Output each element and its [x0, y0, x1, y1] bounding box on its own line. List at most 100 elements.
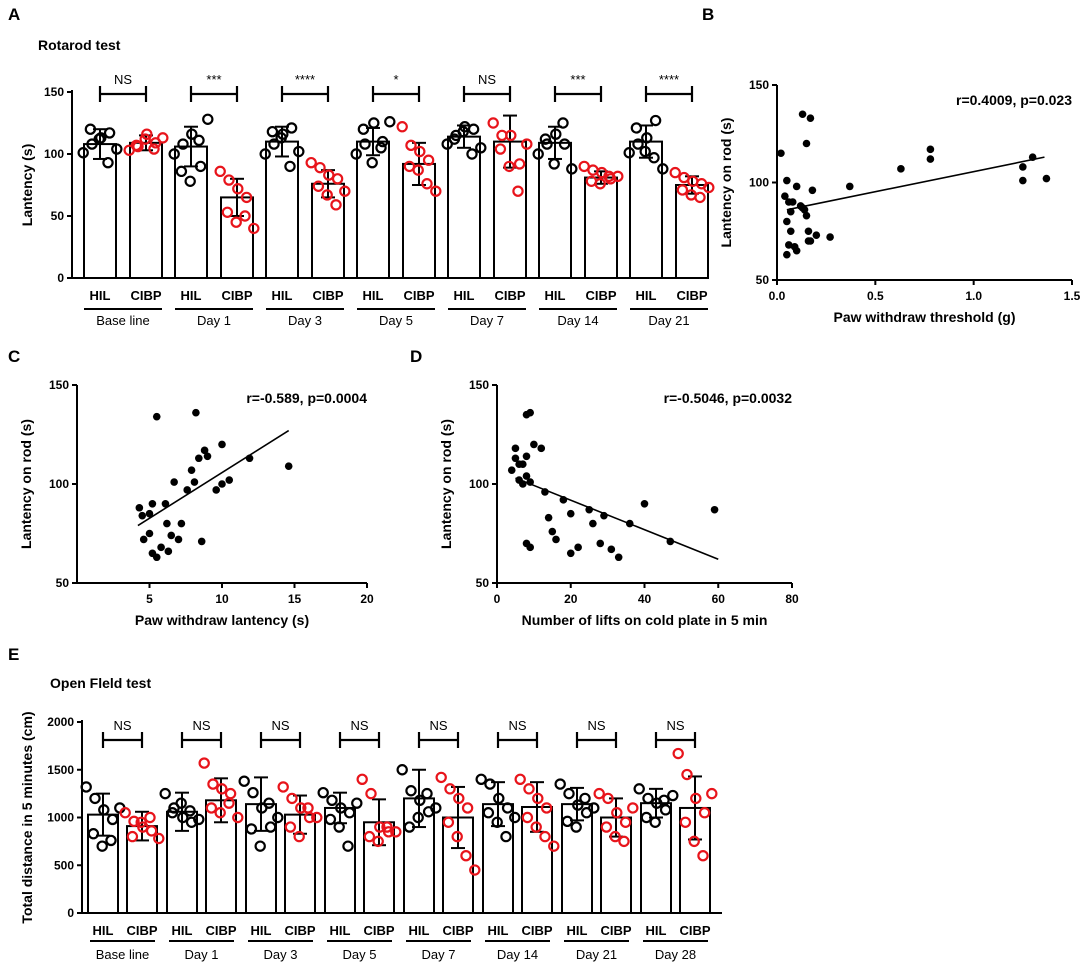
chart-a-data-point: [305, 156, 317, 169]
chart-b-data-point: [788, 198, 797, 206]
chart-e-data-point: [681, 768, 693, 781]
chart-a-group-label: HIL: [363, 288, 384, 303]
chart-a-group-label: HIL: [545, 288, 566, 303]
chart-e-data-point: [224, 787, 237, 800]
chart-e-data-point: [461, 802, 474, 814]
chart-c-data-point: [164, 547, 173, 556]
chart-e-data-point: [324, 813, 337, 826]
chart-d-data-point: [614, 553, 623, 562]
chart-b-data-point: [1019, 176, 1027, 185]
chart-a-title: Rotarod test: [38, 37, 121, 53]
chart-e-data-point: [342, 840, 354, 852]
chart-a-bar-hil: [265, 140, 299, 279]
chart-d-data-point: [625, 519, 634, 528]
chart-c-data-point: [225, 476, 234, 484]
chart-a-data-point: [194, 160, 207, 173]
chart-e-data-point: [98, 804, 110, 816]
chart-c-data-point: [161, 500, 170, 508]
chart-a-data-point: [422, 154, 435, 166]
chart-a-sig-label: ****: [659, 72, 679, 87]
chart-a-bar-hil: [538, 141, 572, 279]
panel-label-c: C: [8, 347, 20, 366]
chart-c-x-tick-label: 10: [215, 592, 229, 606]
chart-e-data-point: [119, 807, 131, 819]
chart-a-y-tick-label: 100: [44, 147, 64, 161]
chart-b-data-point: [786, 207, 795, 216]
chart-a-sig-label: ***: [570, 72, 585, 87]
chart-a-data-point: [350, 148, 362, 160]
chart-d-y-axis-label: Lantency on rod (s): [438, 419, 454, 549]
chart-e-data-point: [611, 807, 623, 819]
chart-d-data-point: [574, 543, 582, 552]
chart-a-y-tick-label: 0: [57, 271, 64, 285]
chart-b-data-point: [800, 206, 809, 214]
chart-d-x-tick-label: 60: [712, 592, 726, 606]
chart-e-data-point: [453, 792, 465, 805]
chart-c-data-point: [200, 446, 209, 455]
chart-b-data-point: [926, 145, 935, 154]
chart-c-data-point: [177, 519, 186, 528]
chart-e-data-point: [570, 821, 582, 833]
chart-a-data-point: [339, 185, 351, 197]
chart-e-group-label: CIBP: [442, 923, 473, 938]
chart-e-data-point: [317, 786, 329, 799]
chart-a-data-point: [648, 152, 660, 164]
chart-a-data-point: [266, 125, 279, 138]
chart-b-data-point: [783, 176, 791, 185]
chart-e-data-point: [193, 813, 205, 826]
chart-a-data-point: [93, 133, 105, 145]
chart-b-data-point: [806, 114, 815, 122]
chart-c-data-point: [218, 480, 226, 488]
chart-a-category-label: Day 3: [288, 313, 322, 328]
chart-e-group-label: CIBP: [284, 923, 315, 938]
chart-a-data-point: [139, 133, 151, 145]
chart-b-data-point: [926, 155, 935, 163]
chart-d-data-point: [552, 535, 560, 544]
chart-a-data-point: [414, 145, 426, 158]
chart-a-data-point: [539, 133, 552, 145]
chart-a-data-point: [649, 114, 662, 127]
chart-a-data-point: [111, 143, 123, 155]
chart-e-y-tick-label: 500: [54, 858, 74, 872]
chart-c-data-point: [245, 454, 254, 463]
chart-d-x-axis-label: Number of lifts on cold plate in 5 min: [522, 612, 768, 628]
chart-e-data-point: [372, 835, 384, 848]
chart-d-fit-line: [515, 477, 719, 560]
chart-b-data-point: [783, 250, 791, 259]
chart-e-y-tick-label: 2000: [47, 715, 74, 729]
chart-a-data-point: [558, 138, 571, 150]
chart-e-group-label: HIL: [93, 923, 114, 938]
chart-e-group-label: CIBP: [363, 923, 394, 938]
chart-b-y-tick-label: 150: [749, 78, 769, 92]
chart-e-data-point: [302, 802, 314, 814]
chart-e-data-point: [166, 807, 179, 819]
chart-e-data-point: [135, 816, 147, 828]
chart-d-data-point: [585, 505, 593, 514]
chart-a-data-point: [284, 160, 296, 173]
chart-e-data-point: [175, 797, 187, 809]
chart-a-sig-label: ***: [206, 72, 221, 87]
chart-e-data-point: [207, 778, 219, 790]
chart-a-data-point: [275, 132, 287, 144]
chart-a-data-point: [103, 127, 116, 139]
chart-a-category-label: Day 7: [470, 313, 504, 328]
chart-b-x-tick-label: 0.0: [769, 289, 786, 303]
chart-c-data-point: [192, 408, 200, 417]
chart-e-data-point: [484, 778, 496, 790]
chart-c-data-point: [218, 440, 226, 449]
chart-a-category-label: Day 1: [197, 313, 231, 328]
chart-b-y-tick-label: 50: [756, 273, 770, 287]
chart-c-x-axis-label: Paw withdraw lantency (s): [135, 612, 309, 628]
chart-e-data-point: [96, 840, 108, 852]
chart-e-data-point: [548, 840, 560, 852]
chart-e-data-point: [532, 792, 544, 805]
chart-a-data-point: [550, 128, 562, 140]
chart-d-data-point: [596, 539, 605, 548]
chart-e-data-point: [264, 821, 277, 833]
chart-e-data-point: [469, 864, 481, 876]
chart-a-bar-cibp: [584, 176, 618, 279]
chart-a-group-label: CIBP: [312, 288, 343, 303]
chart-c-data-point: [145, 529, 154, 538]
chart-b-data-point: [826, 233, 834, 241]
chart-e-data-point: [493, 792, 505, 805]
